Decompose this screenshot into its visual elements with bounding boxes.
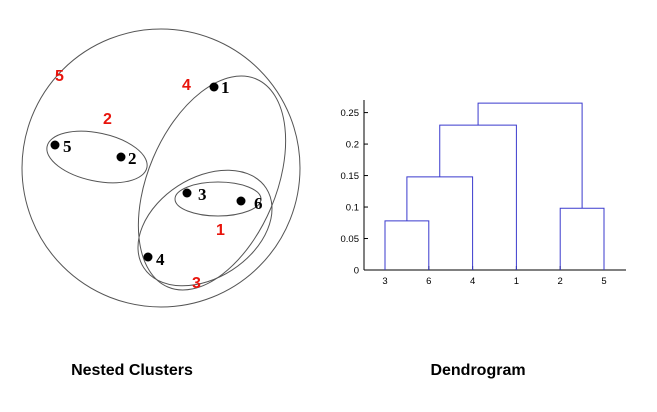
data-points	[50, 82, 246, 262]
nested-clusters-caption: Nested Clusters	[71, 362, 193, 379]
cluster-label-4: 4	[182, 77, 191, 94]
y-tick-label: 0.1	[346, 203, 359, 214]
cluster-label-3: 3	[192, 275, 201, 292]
point-label-4: 4	[156, 250, 165, 269]
nested-clusters-diagram	[21, 28, 301, 308]
dendrogram-link	[406, 176, 474, 270]
cluster-4-outline	[137, 75, 287, 291]
x-tick-label: 3	[382, 276, 387, 287]
point-4-dot	[143, 252, 153, 262]
cluster-label-5: 5	[55, 68, 64, 85]
cluster-label-1: 1	[216, 222, 225, 239]
cluster-5-outline	[21, 28, 301, 308]
y-tick-label: 0.2	[346, 140, 359, 151]
cluster-2-outline	[46, 130, 148, 184]
point-3-dot	[182, 188, 192, 198]
cluster-labels: 1 2 3 4 5	[55, 68, 225, 292]
cluster-3-outline	[137, 169, 273, 287]
cluster-label-2: 2	[103, 111, 112, 128]
dendrogram-link	[477, 102, 583, 209]
y-tick-label: 0	[354, 266, 359, 277]
point-labels: 1 2 3 4 5 6	[63, 78, 263, 269]
x-tick-label: 5	[601, 276, 606, 287]
y-tick-label: 0.05	[341, 234, 360, 245]
point-label-1: 1	[221, 78, 230, 97]
dendrogram-x-ticks: 3 6 4 1 2 5	[382, 266, 607, 287]
dendrogram-link	[384, 220, 430, 270]
x-tick-label: 2	[558, 276, 563, 287]
point-label-6: 6	[254, 194, 263, 213]
dendrogram-link	[559, 207, 605, 270]
point-5-dot	[50, 140, 60, 150]
dendrogram-y-ticks: 0 0.05 0.1 0.15 0.2 0.25	[341, 108, 368, 277]
point-label-2: 2	[128, 149, 137, 168]
y-tick-label: 0.25	[341, 108, 360, 119]
dendrogram-chart: 0 0.05 0.1 0.15 0.2 0.25 3 6 4 1 2 5	[341, 100, 626, 287]
x-tick-label: 1	[514, 276, 519, 287]
y-tick-label: 0.15	[341, 171, 360, 182]
point-6-dot	[236, 196, 246, 206]
x-tick-label: 4	[470, 276, 475, 287]
dendrogram-links	[384, 102, 605, 270]
point-label-3: 3	[198, 185, 207, 204]
point-2-dot	[116, 152, 126, 162]
x-tick-label: 6	[426, 276, 431, 287]
point-label-5: 5	[63, 137, 72, 156]
cluster-1-outline	[174, 181, 262, 217]
point-1-dot	[209, 82, 219, 92]
dendrogram-caption: Dendrogram	[430, 362, 525, 379]
dendrogram-link	[439, 124, 517, 270]
